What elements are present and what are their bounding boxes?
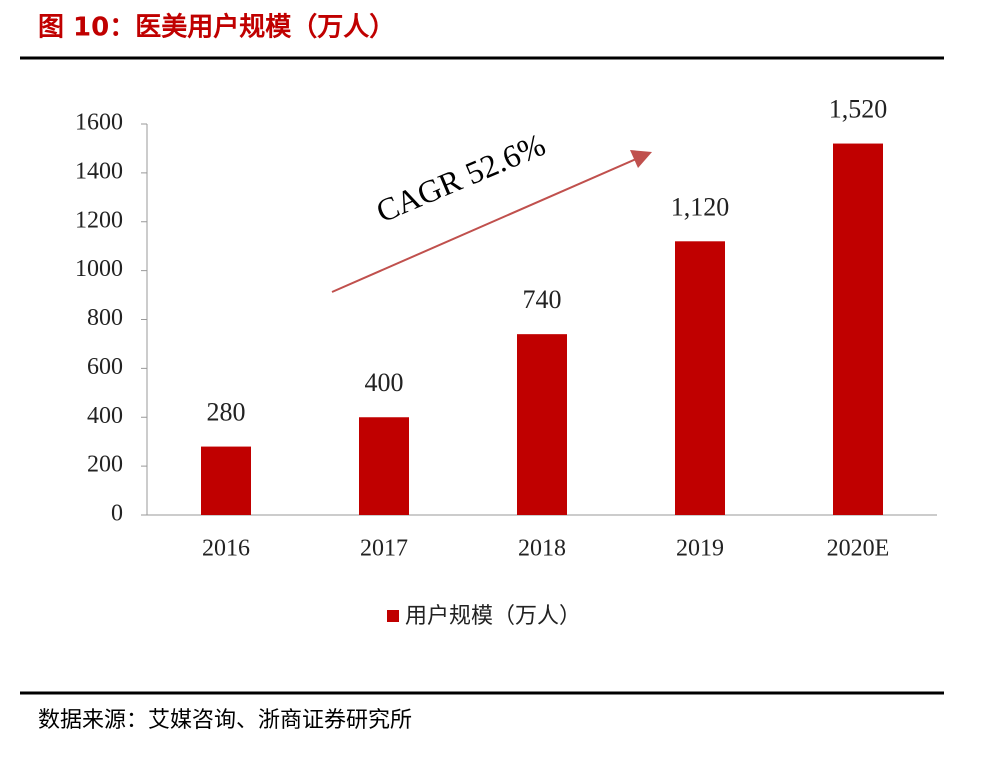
- x-tick-label: 2016: [202, 536, 250, 562]
- bar: [675, 241, 725, 516]
- cagr-annotation: CAGR 52.6%: [371, 126, 550, 229]
- cagr-arrow-head: [630, 150, 652, 168]
- x-tick-label: 2019: [676, 536, 724, 562]
- y-tick-label: 1200: [75, 207, 123, 233]
- chart-title: 图 10：医美用户规模（万人）: [38, 12, 395, 43]
- y-tick-label: 800: [87, 305, 123, 331]
- y-tick-label: 200: [87, 452, 123, 478]
- value-label: 280: [207, 398, 246, 427]
- y-tick-label: 1600: [75, 110, 123, 136]
- source: 数据来源：艾媒咨询、浙商证券研究所: [38, 708, 412, 733]
- x-tick-label: 2020E: [827, 536, 890, 562]
- legend-label: 用户规模（万人）: [405, 604, 581, 629]
- y-tick-label: 1400: [75, 158, 123, 184]
- cagr-arrow: [331, 158, 637, 293]
- bar: [359, 417, 409, 515]
- x-tick-label: 2017: [360, 536, 408, 562]
- value-label: 740: [523, 285, 562, 314]
- bar: [201, 446, 251, 515]
- value-label: 1,120: [671, 192, 730, 221]
- bar: [517, 334, 567, 515]
- bar: [833, 143, 883, 516]
- y-tick-label: 400: [87, 403, 123, 429]
- value-label: 400: [365, 368, 404, 397]
- y-tick-label: 1000: [75, 256, 123, 282]
- x-tick-label: 2018: [518, 536, 566, 562]
- y-tick-label: 600: [87, 354, 123, 380]
- legend-swatch: [387, 610, 399, 622]
- value-label: 1,520: [829, 95, 888, 124]
- y-tick-label: 0: [111, 501, 123, 527]
